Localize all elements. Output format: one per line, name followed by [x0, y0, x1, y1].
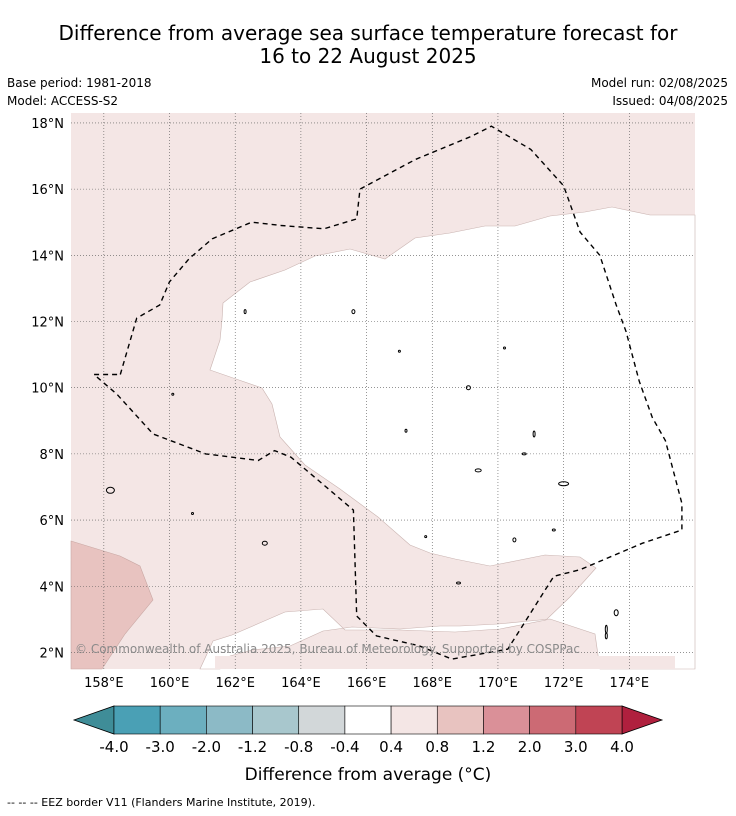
island-outline — [512, 537, 517, 543]
y-tick-label: 4°N — [40, 580, 65, 595]
island-outlines — [105, 309, 619, 640]
base-period-text: Base period: 1981-2018 — [7, 76, 152, 90]
island-outline — [551, 528, 556, 532]
x-tick-label: 166°E — [347, 676, 387, 691]
colorbar-tick-label: 3.0 — [564, 738, 588, 756]
colorbar-tick-label: 4.0 — [610, 738, 634, 756]
anomaly-field-0.8-1.2 — [70, 540, 154, 670]
colorbar: -4.0 -3.0 -2.0 -1.2 -0.8 -0.4 0.4 0.8 1.2 2.0 3.0 4… — [72, 705, 664, 756]
colorbar-swatch — [159, 705, 207, 735]
y-tick-label: 8°N — [40, 448, 65, 463]
island-outline — [613, 609, 619, 617]
colorbar-swatch — [529, 705, 577, 735]
island-outline — [171, 392, 175, 396]
colorbar-swatch — [113, 705, 161, 735]
island-outline — [105, 486, 115, 494]
colorbar-swatch — [252, 705, 300, 735]
x-tick-label: 170°E — [478, 676, 518, 691]
island-outline — [604, 632, 608, 640]
colorbar-swatch — [344, 705, 392, 735]
meta-right: Model run: 02/08/2025 Issued: 04/08/2025 — [591, 74, 728, 110]
island-outline — [424, 535, 428, 539]
x-tick-label: 158°E — [84, 676, 124, 691]
y-tick-label: 12°N — [31, 316, 64, 331]
anomaly-field-neutral — [199, 206, 696, 670]
colorbar-tick-label: -0.8 — [284, 738, 313, 756]
issued-text: Issued: 04/08/2025 — [612, 94, 728, 108]
island-outline — [558, 481, 570, 487]
chart-title: Difference from average sea surface temp… — [0, 22, 736, 68]
island-outline — [261, 540, 268, 546]
island-outline — [397, 349, 401, 353]
gridlines — [71, 113, 695, 669]
island-outline — [465, 385, 471, 391]
y-tick-label: 18°N — [31, 117, 64, 132]
island-outline — [503, 346, 506, 350]
colorbar-swatch — [436, 705, 484, 735]
copyright-text: © Commonwealth of Australia 2025, Bureau… — [75, 642, 580, 656]
colorbar-swatch — [575, 705, 623, 735]
colorbar-tick-label: 2.0 — [518, 738, 542, 756]
island-outline — [191, 512, 194, 515]
x-tick-label: 162°E — [215, 676, 255, 691]
model-text: Model: ACCESS-S2 — [7, 94, 119, 108]
island-outline — [456, 581, 461, 585]
y-axis: 18°N 16°N 14°N 12°N 10°N 8°N 6°N 4°N 2°N — [31, 117, 64, 662]
colorbar-tick-label: -1.2 — [238, 738, 267, 756]
chart-title-line1: Difference from average sea surface temp… — [58, 21, 678, 45]
y-tick-label: 14°N — [31, 249, 64, 264]
y-tick-label: 2°N — [40, 646, 65, 661]
island-outline — [243, 309, 247, 315]
island-outline — [532, 430, 536, 438]
x-axis: 158°E 160°E 162°E 164°E 166°E 168°E 170°E 172°E… — [84, 676, 649, 691]
eez-footnote: -- -- -- EEZ border V11 (Flanders Marine… — [7, 796, 316, 809]
colorbar-tick-label: 0.4 — [379, 738, 403, 756]
x-tick-label: 174°E — [610, 676, 650, 691]
colorbar-tick-label: -4.0 — [99, 738, 128, 756]
island-outline — [474, 468, 482, 473]
eez-border-line — [92, 125, 683, 660]
x-tick-label: 168°E — [412, 676, 452, 691]
y-tick-label: 10°N — [31, 382, 64, 397]
meta-left: Base period: 1981-2018 Model: ACCESS-S2 — [7, 74, 152, 110]
colorbar-tick-label: -3.0 — [146, 738, 175, 756]
colorbar-tick-label: -0.4 — [330, 738, 359, 756]
colorbar-swatch — [390, 705, 438, 735]
y-tick-label: 6°N — [40, 514, 65, 529]
x-tick-label: 160°E — [150, 676, 190, 691]
colorbar-extend-high — [621, 705, 664, 735]
x-tick-label: 172°E — [544, 676, 584, 691]
map-layer — [70, 113, 696, 670]
island-outline — [351, 309, 356, 315]
colorbar-tick-label: 0.8 — [425, 738, 449, 756]
x-tick-label: 164°E — [281, 676, 321, 691]
anomaly-field-south-strip — [215, 656, 675, 669]
model-run-text: Model run: 02/08/2025 — [590, 76, 728, 90]
island-outline — [521, 452, 527, 456]
colorbar-title: Difference from average (°C) — [245, 765, 492, 785]
colorbar-tick-label: -2.0 — [192, 738, 221, 756]
colorbar-swatch — [206, 705, 253, 735]
colorbar-extend-low — [72, 705, 115, 735]
y-tick-label: 16°N — [31, 183, 64, 198]
island-outline — [404, 428, 408, 433]
chart-title-line2: 16 to 22 August 2025 — [259, 44, 477, 68]
colorbar-swatch — [298, 705, 346, 735]
colorbar-tick-label: 1.2 — [472, 738, 496, 756]
colorbar-swatch — [483, 705, 530, 735]
